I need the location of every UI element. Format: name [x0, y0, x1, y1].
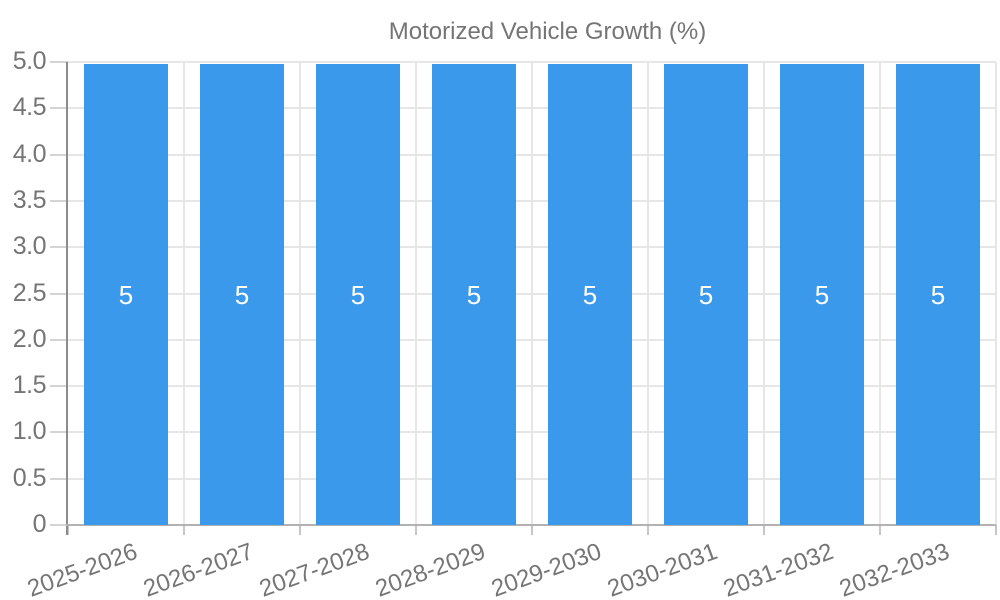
x-category-label: 2025-2026: [24, 538, 142, 600]
y-tick-mark: [50, 246, 68, 249]
x-axis-line: [66, 524, 996, 526]
bar[interactable]: 5: [316, 64, 400, 525]
y-tick-mark: [50, 431, 68, 434]
x-category-label: 2029-2030: [488, 538, 606, 600]
x-category-label: 2028-2029: [372, 538, 490, 600]
bar-value-label: 5: [466, 279, 482, 310]
y-tick-label: 2.0: [12, 324, 47, 353]
y-tick-mark: [50, 477, 68, 480]
legend-label: Motorized Vehicle Growth (%): [388, 18, 707, 45]
bar-value-label: 5: [814, 279, 830, 310]
bar[interactable]: 5: [548, 64, 632, 525]
y-tick-label: 3.0: [12, 232, 47, 261]
y-tick-mark: [50, 385, 68, 388]
bar-value-label: 5: [118, 279, 134, 310]
x-tick-mark: [299, 525, 301, 535]
x-gridline: [995, 62, 997, 525]
legend-swatch[interactable]: [294, 21, 376, 44]
y-tick-mark: [50, 524, 68, 526]
x-gridline: [763, 62, 765, 525]
x-tick-mark: [995, 525, 997, 535]
bar-value-label: 5: [350, 279, 366, 310]
y-tick-mark: [50, 107, 68, 110]
y-tick-mark: [50, 61, 68, 63]
chart-legend[interactable]: Motorized Vehicle Growth (%): [0, 18, 1000, 46]
y-tick-mark: [50, 153, 68, 156]
y-tick-label: 4.5: [12, 93, 47, 122]
y-axis-line: [66, 62, 68, 535]
x-gridline: [647, 62, 649, 525]
x-tick-mark: [531, 525, 533, 535]
bar[interactable]: 5: [84, 64, 168, 525]
bar-value-label: 5: [698, 279, 714, 310]
y-tick-mark: [50, 292, 68, 295]
x-gridline: [183, 62, 185, 525]
bar[interactable]: 5: [780, 64, 864, 525]
x-category-label: 2030-2031: [604, 538, 722, 600]
x-tick-mark: [415, 525, 417, 535]
y-tick-mark: [50, 338, 68, 341]
x-category-label: 2032-2033: [836, 538, 954, 600]
x-category-label: 2027-2028: [256, 538, 374, 600]
x-tick-mark: [879, 525, 881, 535]
x-gridline: [879, 62, 881, 525]
y-tick-label: 2.5: [12, 278, 47, 307]
bar[interactable]: 5: [664, 64, 748, 525]
x-tick-mark: [647, 525, 649, 535]
y-tick-label: 5.0: [12, 47, 47, 75]
y-tick-mark: [50, 199, 68, 202]
y-tick-label: 3.5: [12, 185, 47, 214]
bar[interactable]: 5: [896, 64, 980, 525]
y-tick-label: 1.5: [12, 371, 47, 400]
x-tick-mark: [183, 525, 185, 535]
x-gridline: [299, 62, 301, 525]
y-tick-label: 4.0: [12, 139, 47, 168]
y-tick-label: 1.0: [12, 417, 47, 446]
x-gridline: [415, 62, 417, 525]
bar-value-label: 5: [582, 279, 598, 310]
x-category-label: 2026-2027: [140, 538, 258, 600]
bar[interactable]: 5: [432, 64, 516, 525]
x-category-label: 2031-2032: [720, 538, 838, 600]
bar[interactable]: 5: [200, 64, 284, 525]
x-gridline: [531, 62, 533, 525]
y-tick-label: 0: [32, 510, 47, 538]
x-tick-mark: [67, 525, 69, 535]
x-tick-mark: [763, 525, 765, 535]
bar-value-label: 5: [930, 279, 946, 310]
y-tick-label: 0.5: [12, 463, 47, 492]
bar-value-label: 5: [234, 279, 250, 310]
